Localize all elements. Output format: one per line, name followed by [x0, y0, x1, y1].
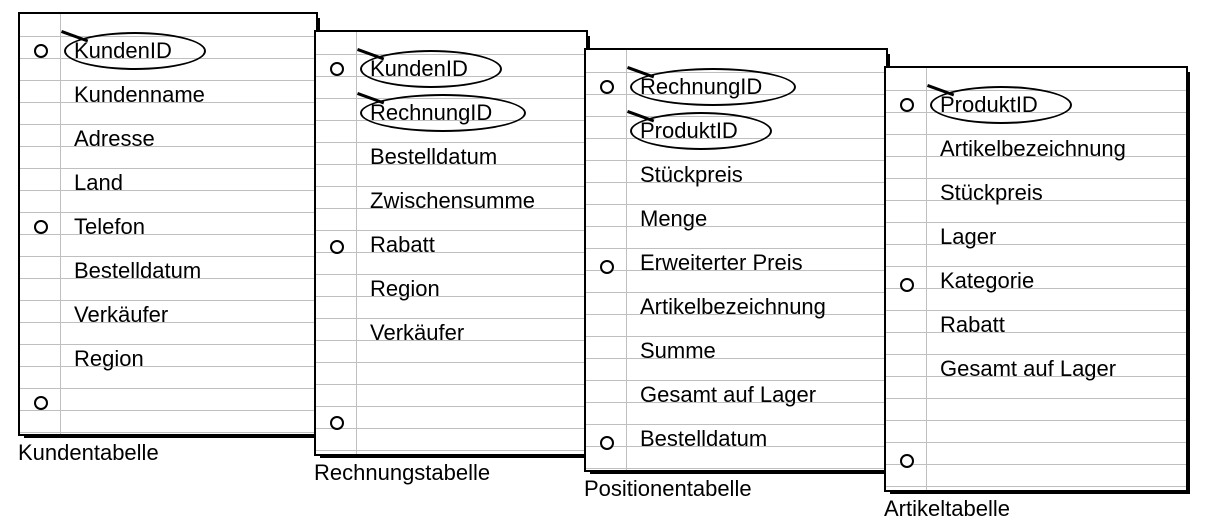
field-label: Artikelbezeichnung — [640, 294, 826, 320]
field-label: Bestelldatum — [640, 426, 767, 452]
table-card-positionen: RechnungIDProduktIDStückpreisMengeErweit… — [584, 48, 888, 472]
table-caption: Rechnungstabelle — [314, 460, 490, 486]
binder-hole — [600, 260, 614, 274]
key-tick — [622, 66, 654, 92]
table-caption: Artikeltabelle — [884, 496, 1010, 522]
key-tick — [622, 110, 654, 136]
field-label: Bestelldatum — [370, 144, 497, 170]
field-label: Region — [370, 276, 440, 302]
table-caption: Kundentabelle — [18, 440, 159, 466]
key-tick — [352, 48, 384, 74]
binder-hole — [34, 396, 48, 410]
field-label: Verkäufer — [74, 302, 168, 328]
field-label: Land — [74, 170, 123, 196]
table-caption: Positionentabelle — [584, 476, 752, 502]
binder-hole — [900, 98, 914, 112]
field-label: Bestelldatum — [74, 258, 201, 284]
field-label: Telefon — [74, 214, 145, 240]
binder-hole — [900, 454, 914, 468]
field-label: Zwischensumme — [370, 188, 535, 214]
field-label: Artikelbezeichnung — [940, 136, 1126, 162]
field-label: Stückpreis — [640, 162, 743, 188]
field-label: Lager — [940, 224, 996, 250]
binder-hole — [600, 436, 614, 450]
field-label: Kundenname — [74, 82, 205, 108]
field-label: Gesamt auf Lager — [640, 382, 816, 408]
key-tick — [56, 30, 88, 56]
field-label: Gesamt auf Lager — [940, 356, 1116, 382]
field-label: Stückpreis — [940, 180, 1043, 206]
key-tick — [922, 84, 954, 110]
binder-hole — [34, 44, 48, 58]
binder-hole — [900, 278, 914, 292]
binder-hole — [34, 220, 48, 234]
binder-hole — [330, 240, 344, 254]
field-label: Erweiterter Preis — [640, 250, 803, 276]
field-label: Rabatt — [940, 312, 1005, 338]
field-label: Adresse — [74, 126, 155, 152]
field-label: Menge — [640, 206, 707, 232]
field-label: Summe — [640, 338, 716, 364]
binder-hole — [600, 80, 614, 94]
key-tick — [352, 92, 384, 118]
binder-hole — [330, 416, 344, 430]
table-card-rechnung: KundenIDRechnungIDBestelldatumZwischensu… — [314, 30, 588, 456]
key-ellipse — [630, 68, 796, 106]
field-label: Rabatt — [370, 232, 435, 258]
key-ellipse — [360, 94, 526, 132]
table-card-artikel: ProduktIDArtikelbezeichnungStückpreisLag… — [884, 66, 1188, 492]
binder-hole — [330, 62, 344, 76]
field-label: Region — [74, 346, 144, 372]
table-card-kunden: KundenIDKundennameAdresseLandTelefonBest… — [18, 12, 318, 436]
diagram-canvas: KundenIDKundennameAdresseLandTelefonBest… — [0, 0, 1220, 526]
field-label: Kategorie — [940, 268, 1034, 294]
field-label: Verkäufer — [370, 320, 464, 346]
